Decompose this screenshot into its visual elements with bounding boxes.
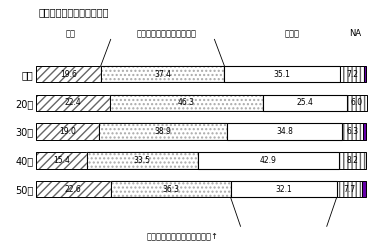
Bar bbox=[36, 123, 99, 140]
Bar bbox=[342, 123, 363, 140]
Text: 19.6: 19.6 bbox=[60, 70, 77, 78]
Bar bbox=[110, 94, 263, 111]
Bar bbox=[362, 181, 366, 198]
Text: 15.4: 15.4 bbox=[53, 156, 70, 165]
Bar bbox=[230, 181, 337, 198]
Bar bbox=[36, 94, 110, 111]
Bar bbox=[36, 123, 99, 140]
Bar bbox=[224, 66, 340, 82]
Text: 6.0: 6.0 bbox=[351, 98, 363, 107]
Bar bbox=[363, 123, 366, 140]
Bar bbox=[337, 181, 362, 198]
Text: どちらかといえば「いいえ」↑: どちらかといえば「いいえ」↑ bbox=[146, 232, 218, 241]
Text: 34.8: 34.8 bbox=[276, 127, 293, 136]
Text: 8.2: 8.2 bbox=[347, 156, 359, 165]
Bar bbox=[337, 181, 362, 198]
Bar bbox=[364, 66, 366, 82]
Text: いいえ: いいえ bbox=[284, 29, 300, 38]
Text: はい: はい bbox=[66, 29, 76, 38]
Bar bbox=[87, 152, 197, 169]
Text: 19.0: 19.0 bbox=[59, 127, 76, 136]
Bar bbox=[36, 66, 101, 82]
Text: 37.4: 37.4 bbox=[154, 70, 171, 78]
Bar bbox=[111, 181, 230, 198]
Bar bbox=[263, 94, 347, 111]
Text: 22.6: 22.6 bbox=[65, 185, 82, 194]
Bar bbox=[362, 181, 366, 198]
Bar bbox=[36, 66, 101, 82]
Text: 42.9: 42.9 bbox=[260, 156, 277, 165]
Bar bbox=[227, 123, 342, 140]
Text: 35.1: 35.1 bbox=[274, 70, 291, 78]
Bar bbox=[197, 152, 339, 169]
Bar bbox=[197, 152, 339, 169]
Bar bbox=[36, 181, 111, 198]
Bar bbox=[363, 123, 366, 140]
Bar bbox=[36, 94, 110, 111]
Bar bbox=[347, 94, 367, 111]
Text: 36.3: 36.3 bbox=[162, 185, 179, 194]
Text: 38.9: 38.9 bbox=[154, 127, 171, 136]
Text: NA: NA bbox=[349, 29, 361, 38]
Text: 7.2: 7.2 bbox=[346, 70, 358, 78]
Bar bbox=[230, 181, 337, 198]
Bar bbox=[339, 152, 366, 169]
Text: 25.4: 25.4 bbox=[296, 98, 314, 107]
Text: 46.3: 46.3 bbox=[178, 98, 195, 107]
Bar bbox=[227, 123, 342, 140]
Bar bbox=[101, 66, 224, 82]
Bar bbox=[36, 152, 87, 169]
Bar bbox=[87, 152, 197, 169]
Text: 6.3: 6.3 bbox=[346, 127, 359, 136]
Bar bbox=[36, 152, 87, 169]
Bar bbox=[111, 181, 230, 198]
Text: 7.7: 7.7 bbox=[343, 185, 355, 194]
Bar bbox=[99, 123, 227, 140]
Text: 32.1: 32.1 bbox=[275, 185, 292, 194]
Text: 22.4: 22.4 bbox=[65, 98, 81, 107]
Text: どちらかといえば「はい」: どちらかといえば「はい」 bbox=[137, 29, 196, 38]
Bar bbox=[224, 66, 340, 82]
Bar bbox=[342, 123, 363, 140]
Bar bbox=[364, 66, 366, 82]
Bar bbox=[99, 123, 227, 140]
Bar bbox=[101, 66, 224, 82]
Bar bbox=[340, 66, 364, 82]
Bar bbox=[36, 181, 111, 198]
Bar bbox=[340, 66, 364, 82]
Bar bbox=[110, 94, 263, 111]
Text: 新しい料理に挑戰するほう: 新しい料理に挑戰するほう bbox=[39, 7, 109, 17]
Text: 33.5: 33.5 bbox=[134, 156, 151, 165]
Bar bbox=[347, 94, 367, 111]
Bar bbox=[263, 94, 347, 111]
Bar bbox=[339, 152, 366, 169]
